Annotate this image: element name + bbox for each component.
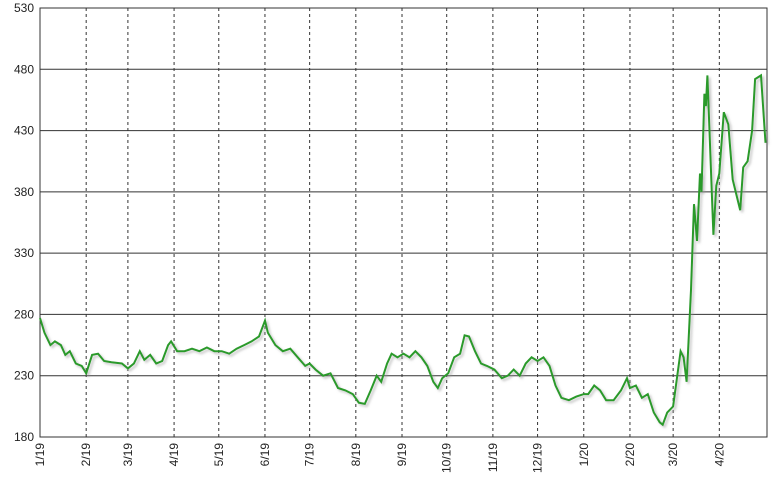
y-tick-label: 380: [14, 185, 34, 199]
y-tick-label: 480: [14, 62, 34, 76]
plot-border: [39, 7, 768, 438]
x-tick-label: 2/19: [79, 443, 93, 467]
x-tick-label: 12/19: [531, 443, 545, 473]
x-tick-label: 2/20: [623, 443, 637, 467]
y-tick-label: 430: [14, 124, 34, 138]
x-tick-label: 10/19: [440, 443, 454, 473]
x-tick-label: 3/20: [666, 443, 680, 467]
y-tick-label: 330: [14, 246, 34, 260]
y-tick-label: 530: [14, 1, 34, 15]
x-tick-label: 11/19: [486, 443, 500, 472]
x-tick-label: 7/19: [303, 443, 317, 467]
x-tick-label: 3/19: [121, 443, 135, 467]
line: [39, 73, 767, 427]
x-tick-label: 5/19: [212, 443, 226, 467]
x-tick-label: 8/19: [349, 443, 363, 467]
y-tick-label: 280: [14, 307, 34, 321]
x-tick-label: 9/19: [395, 443, 409, 467]
y-tick-label: 230: [14, 369, 34, 383]
x-tick-label: 4/19: [167, 443, 181, 467]
x-tick-label: 1/20: [577, 443, 591, 467]
x-tick-label: 6/19: [258, 443, 272, 467]
x-tick-label: 1/19: [33, 443, 47, 467]
x-tick-label: 4/20: [712, 443, 726, 467]
y-tick-label: 180: [14, 430, 34, 444]
